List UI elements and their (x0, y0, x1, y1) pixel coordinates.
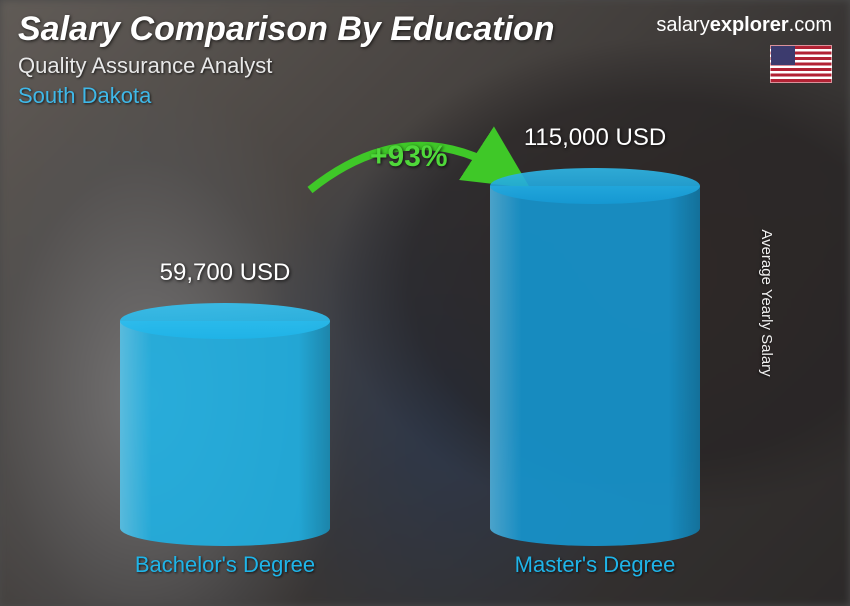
brand-text-plain: salary (656, 14, 709, 36)
bar-1: 115,000 USD (490, 186, 700, 546)
us-flag-icon (770, 45, 832, 83)
brand-text-bold: explorer (710, 14, 789, 36)
bar-value-label: 115,000 USD (524, 124, 666, 152)
bar-0: 59,700 USD (120, 321, 330, 546)
bar-shape (120, 321, 330, 546)
bar-category-label-1: Master's Degree (515, 552, 676, 578)
bar-value-label: 59,700 USD (160, 259, 291, 287)
bar-category-label-0: Bachelor's Degree (135, 552, 315, 578)
bar-front-face (120, 321, 330, 546)
bar-shape (490, 186, 700, 546)
bar-front-face (490, 186, 700, 546)
bar-top-face (120, 303, 330, 339)
brand-text-suffix: .com (789, 14, 832, 36)
chart-area: +93% 59,700 USDBachelor's Degree115,000 … (60, 150, 770, 586)
location: South Dakota (18, 83, 832, 109)
brand-text: salaryexplorer.com (656, 14, 832, 37)
bar-top-face (490, 168, 700, 204)
brand: salaryexplorer.com (656, 14, 832, 83)
percentage-increase: +93% (370, 140, 448, 174)
